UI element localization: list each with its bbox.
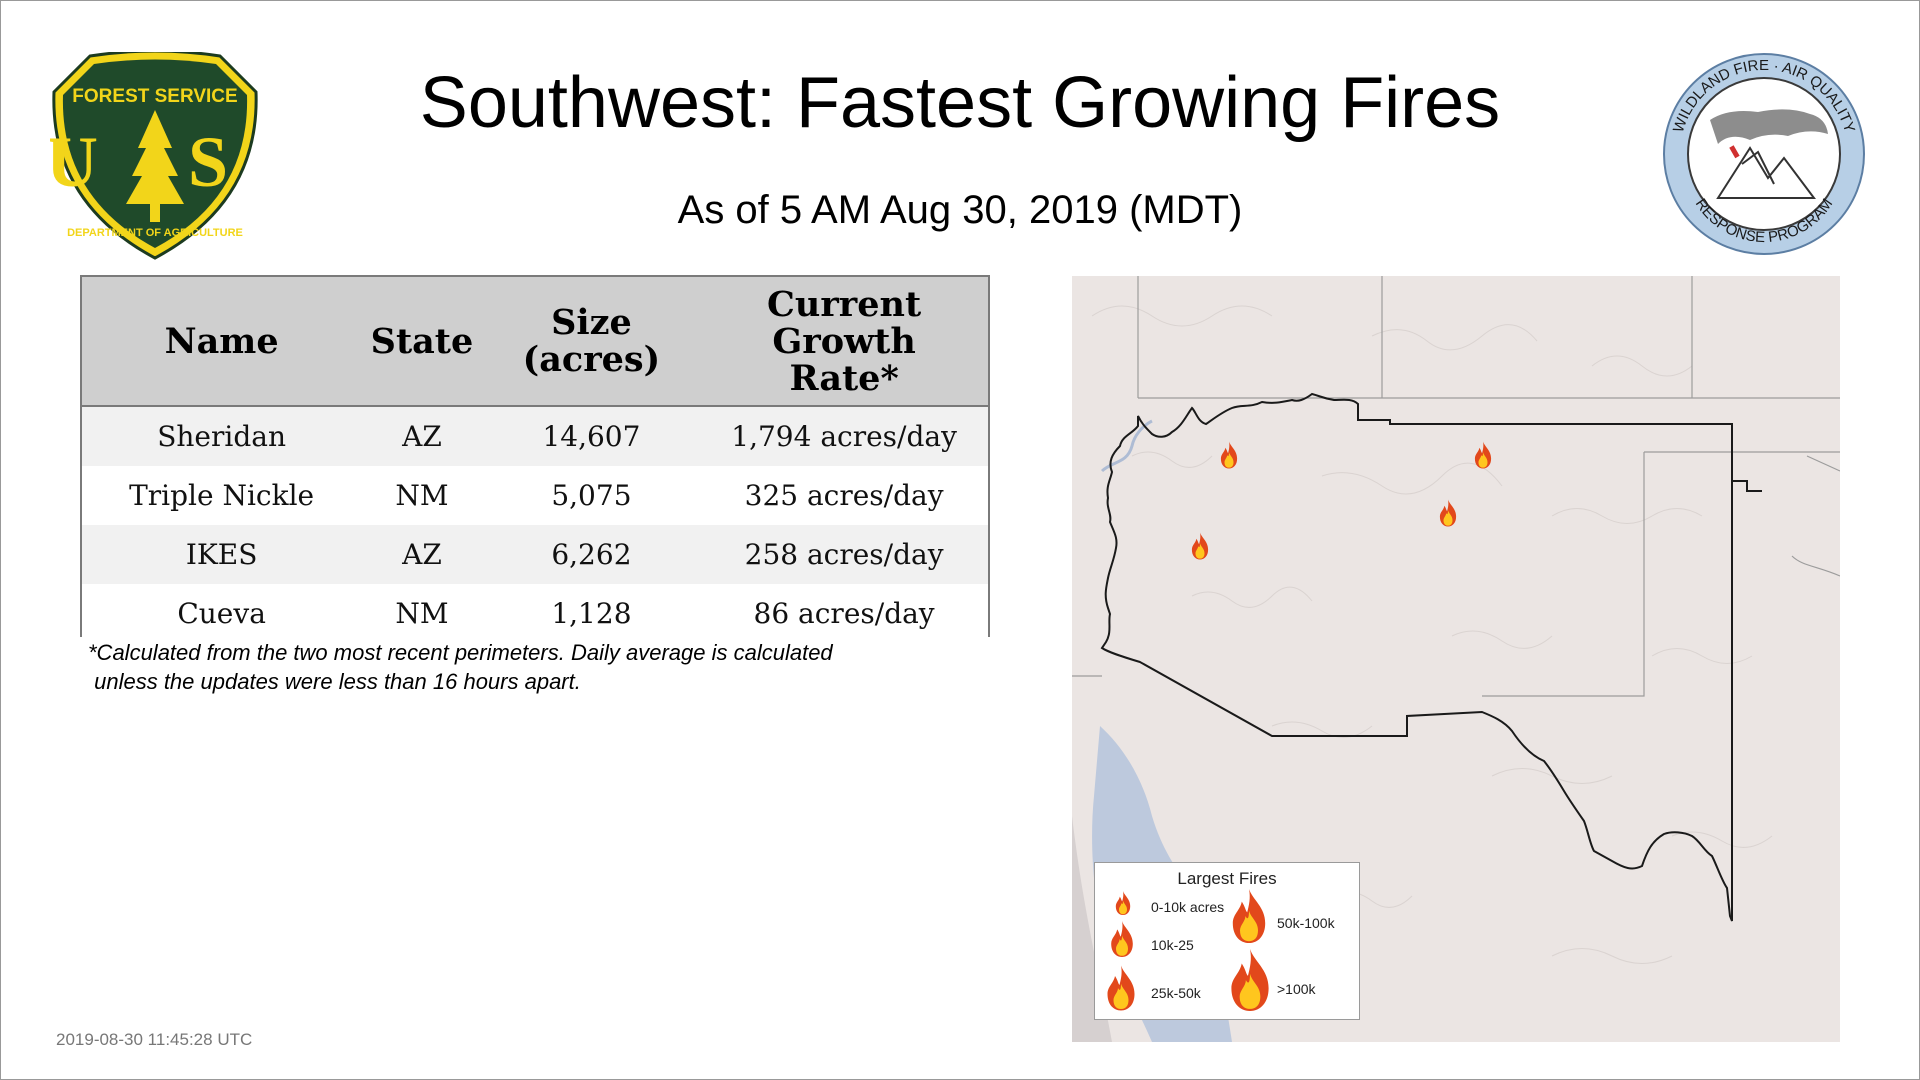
cell-name: Cueva	[82, 584, 362, 643]
legend-label: 25k-50k	[1151, 985, 1201, 1001]
tx-border-fragment	[1732, 480, 1762, 492]
legend-label: 50k-100k	[1277, 915, 1335, 931]
cell-name: IKES	[82, 525, 362, 584]
header-size: Size (acres)	[482, 277, 701, 407]
table-row: Triple Nickle NM 5,075 325 acres/day	[82, 466, 988, 525]
fire-marker-icon	[1729, 145, 1740, 159]
table-row: Cueva NM 1,128 86 acres/day	[82, 584, 988, 643]
cell-state: AZ	[361, 406, 483, 466]
cell-state: NM	[361, 466, 483, 525]
forest-service-logo: FOREST SERVICE U S DEPARTMENT OF AGRICUL…	[46, 49, 260, 260]
cell-rate: 325 acres/day	[700, 466, 988, 525]
flame-xlarge-icon	[1232, 889, 1266, 943]
cell-size: 6,262	[482, 525, 701, 584]
fires-table: Name State Size (acres) Current Growth Rate…	[80, 275, 990, 643]
logo-bottom-text: DEPARTMENT OF AGRICULTURE	[67, 227, 243, 239]
flame-xxlarge-icon	[1231, 949, 1269, 1011]
smoke-icon	[1710, 109, 1828, 144]
page-title: Southwest: Fastest Growing Fires	[419, 63, 1501, 143]
cell-rate: 1,794 acres/day	[700, 406, 988, 466]
table-row: IKES AZ 6,262 258 acres/day	[82, 525, 988, 584]
flame-small-icon	[1115, 891, 1131, 915]
logo-top-text: FOREST SERVICE	[72, 86, 237, 107]
cell-rate: 86 acres/day	[700, 584, 988, 643]
az-nm-border	[1100, 392, 1733, 922]
header-name: Name	[82, 277, 362, 407]
header-state: State	[361, 277, 483, 407]
footnote: *Calculated from the two most recent per…	[88, 640, 833, 694]
legend-label: 10k-25	[1151, 937, 1194, 953]
flame-large-icon	[1107, 965, 1135, 1011]
pine-tree-icon	[126, 110, 184, 222]
cell-size: 1,128	[482, 584, 701, 643]
legend-label: >100k	[1277, 981, 1316, 997]
header-growth-rate: Current Growth Rate*	[700, 277, 988, 407]
cell-size: 5,075	[482, 466, 701, 525]
flame-medium-icon	[1111, 921, 1133, 957]
cell-state: NM	[361, 584, 483, 643]
baja-peninsula	[1072, 816, 1112, 1042]
map-legend: Largest Fires 0-10k acres 10k-25 25k-50k…	[1094, 862, 1360, 1020]
cell-size: 14,607	[482, 406, 701, 466]
neighbor-state-lines	[1072, 276, 1840, 697]
page-subtitle: As of 5 AM Aug 30, 2019 (MDT)	[677, 188, 1243, 232]
cell-state: AZ	[361, 525, 483, 584]
cell-rate: 258 acres/day	[700, 525, 988, 584]
legend-label: 0-10k acres	[1151, 899, 1225, 915]
cell-name: Triple Nickle	[82, 466, 362, 525]
timestamp: 2019-08-30 11:45:28 UTC	[56, 1030, 253, 1049]
wildland-fire-logo: WILDLAND FIRE · AIR QUALITY RESPONSE PRO…	[1658, 48, 1870, 260]
terrain-texture	[1091, 305, 1773, 964]
table-row: Sheridan AZ 14,607 1,794 acres/day	[82, 406, 988, 466]
mountains-icon	[1716, 146, 1816, 199]
legend-title: Largest Fires	[1177, 869, 1277, 888]
cell-name: Sheridan	[82, 406, 362, 466]
